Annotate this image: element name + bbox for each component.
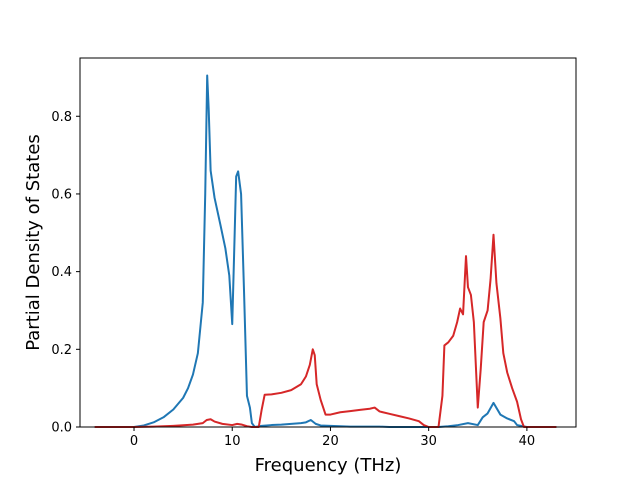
x-axis-label: Frequency (THz) [255, 455, 402, 476]
x-tick-label: 10 [224, 434, 241, 449]
x-tick-label: 20 [322, 434, 339, 449]
y-axis-label: Partial Density of States [23, 134, 44, 351]
y-tick-label: 0.6 [51, 187, 72, 202]
x-tick-label: 40 [519, 434, 536, 449]
x-tick-label: 0 [130, 434, 138, 449]
series-line-1 [94, 74, 557, 428]
series-line-2 [94, 233, 557, 428]
x-axis-ticks: 0 10 20 30 40 [130, 427, 535, 449]
axes-frame [79, 57, 577, 428]
y-tick-label: 0.4 [51, 265, 72, 280]
x-tick-label: 30 [420, 434, 437, 449]
y-tick-label: 0.8 [51, 110, 72, 125]
y-axis-ticks: 0.0 0.2 0.4 0.6 0.8 [51, 110, 80, 436]
y-tick-label: 0.2 [51, 343, 72, 358]
y-tick-label: 0.0 [51, 421, 72, 436]
plot-lines [94, 74, 557, 428]
